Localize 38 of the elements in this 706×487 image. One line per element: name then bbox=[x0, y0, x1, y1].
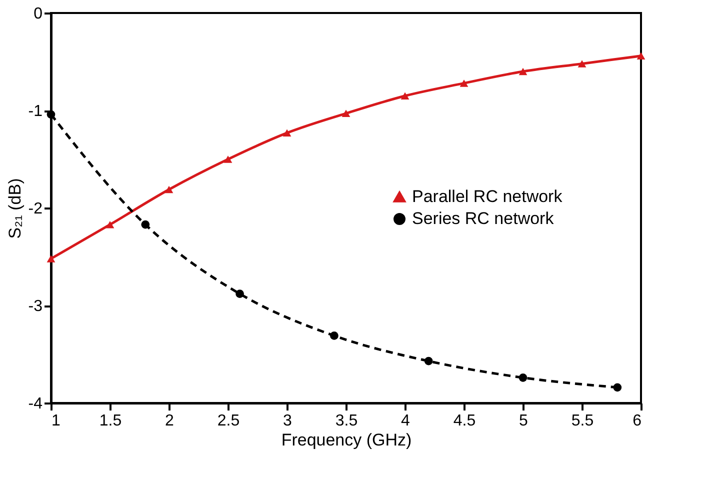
point bbox=[636, 52, 646, 60]
point bbox=[578, 60, 586, 68]
point bbox=[518, 373, 528, 382]
point bbox=[46, 110, 56, 119]
legend-label: Parallel RC network bbox=[412, 187, 563, 206]
point bbox=[106, 220, 114, 228]
point bbox=[613, 383, 622, 392]
point bbox=[224, 156, 232, 163]
y-tick-label: 0 bbox=[34, 6, 43, 22]
y-axis-title: S₂₁ (dB) bbox=[5, 178, 24, 239]
point bbox=[330, 332, 338, 340]
point bbox=[164, 186, 174, 194]
point bbox=[46, 255, 56, 262]
x-tick-label: 3 bbox=[283, 412, 292, 430]
x-tick-label: 1 bbox=[52, 412, 60, 430]
point bbox=[282, 129, 292, 137]
x-axis-title: Frequency (GHz) bbox=[281, 430, 412, 450]
x-tick-label: 6 bbox=[632, 412, 642, 430]
point bbox=[141, 220, 150, 229]
x-tick-label: 2 bbox=[165, 412, 174, 430]
point bbox=[424, 356, 433, 366]
y-tick-label: -2 bbox=[28, 200, 43, 218]
point bbox=[236, 290, 244, 298]
y-tick-label: -3 bbox=[28, 298, 43, 315]
point bbox=[460, 80, 468, 87]
x-tick-label: 5 bbox=[519, 412, 528, 430]
x-tick-label: 5.5 bbox=[571, 412, 594, 430]
x-tick-label: 3.5 bbox=[335, 412, 358, 430]
x-tick-label: 4 bbox=[401, 412, 410, 430]
point bbox=[342, 110, 350, 118]
y-tick-label: -1 bbox=[28, 103, 43, 120]
x-tick-label: 1.5 bbox=[99, 412, 122, 430]
point bbox=[518, 68, 528, 76]
y-tick-label: -4 bbox=[28, 396, 43, 412]
point bbox=[400, 92, 410, 100]
x-tick-label: 2.5 bbox=[217, 412, 240, 430]
legend-label: Series RC network bbox=[412, 209, 554, 228]
x-tick-label: 4.5 bbox=[453, 412, 476, 430]
